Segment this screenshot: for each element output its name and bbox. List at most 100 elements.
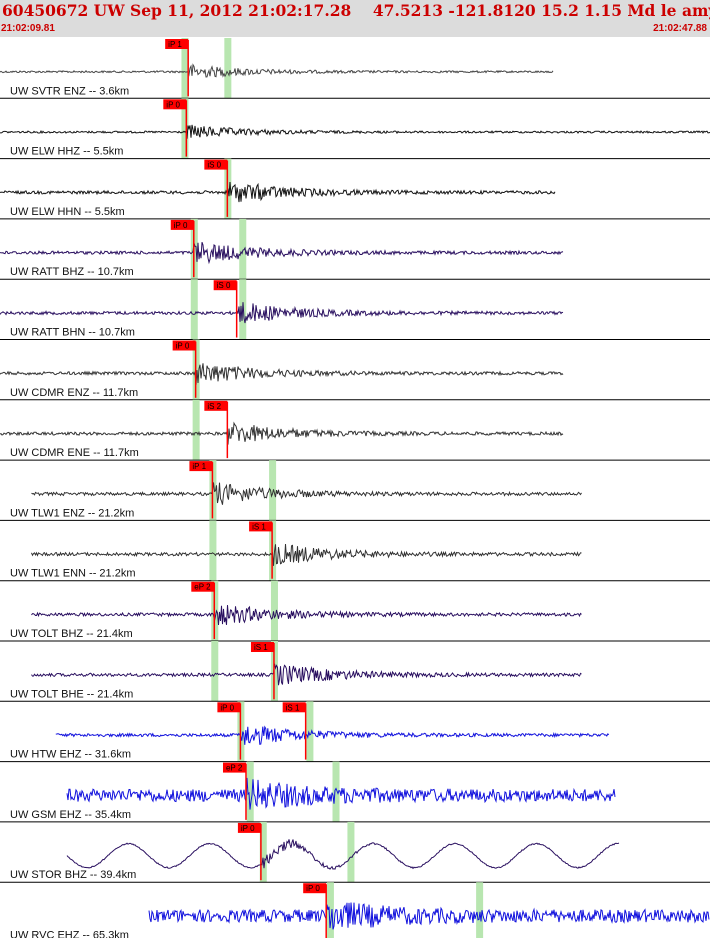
station-panel[interactable]: iP 1 UW TLW1 ENZ -- 21.2km (0, 460, 710, 521)
pick-flag[interactable] (249, 521, 273, 532)
station-panel[interactable]: iP 0 UW RATT BHZ -- 10.7km (0, 218, 710, 280)
station-label: UW TLW1 ENZ -- 21.2km (10, 507, 134, 519)
arrival-band (306, 701, 314, 762)
arrival-band (246, 761, 254, 822)
pick-label: iP 0 (241, 824, 255, 833)
station-panel[interactable]: iP 0 iS 1 UW HTW EHZ -- 31.6km (0, 701, 710, 763)
pick-label: iS 1 (286, 703, 300, 712)
station-label: UW TLW1 ENN -- 21.2km (10, 568, 136, 580)
pick-label: iS 2 (207, 402, 221, 411)
station-label: UW SVTR ENZ -- 3.6km (10, 85, 129, 97)
waveform-trace (66, 839, 620, 870)
pick-flag[interactable] (163, 99, 187, 110)
station-label: UW RATT BHZ -- 10.7km (10, 266, 134, 278)
pick-label: iS 1 (254, 643, 268, 652)
arrival-band (224, 38, 232, 99)
pick-label: iP 0 (220, 703, 234, 712)
pick-label: iP 0 (176, 342, 190, 351)
waveform-trace (0, 421, 564, 445)
waveform-trace (0, 302, 564, 324)
station-panel[interactable]: iS 1 UW TOLT BHE -- 21.4km (0, 641, 710, 702)
waveform-trace (31, 663, 582, 686)
arrival-band (209, 520, 217, 581)
pick-label: iP 0 (166, 100, 180, 109)
arrival-band (181, 38, 189, 99)
station-panel[interactable]: iP 0 UW STOR BHZ -- 39.4km (0, 821, 710, 883)
arrival-band (181, 98, 189, 159)
pick-flag[interactable] (303, 883, 327, 894)
arrival-band (190, 279, 198, 340)
arrival-band (192, 399, 200, 461)
pick-label: iP 1 (168, 40, 182, 49)
station-label: UW CDMR ENE -- 11.7km (10, 447, 139, 459)
pick-flag[interactable] (165, 39, 189, 49)
station-label: UW STOR BHZ -- 39.4km (10, 869, 136, 881)
arrival-band (239, 218, 247, 280)
waveform-trace (0, 63, 554, 78)
waveform-trace (0, 124, 710, 139)
station-panel[interactable]: iS 0 UW RATT BHN -- 10.7km (0, 279, 710, 340)
waveform-trace (0, 363, 564, 385)
arrival-band (269, 460, 277, 521)
arrival-band (347, 821, 355, 883)
station-panel[interactable]: eP 2 UW GSM EHZ -- 35.4km (0, 761, 710, 823)
waveform-trace (66, 777, 616, 810)
station-panel[interactable]: iP 0 UW CDMR ENZ -- 11.7km (0, 339, 710, 401)
pick-label: iP 1 (192, 462, 206, 471)
waveform-trace (31, 543, 582, 566)
pick-flag[interactable] (204, 400, 228, 411)
station-panel[interactable]: iP 1 UW SVTR ENZ -- 3.6km (0, 38, 710, 99)
pick-flag[interactable] (170, 219, 194, 230)
station-label: UW ELW HHZ -- 5.5km (10, 146, 123, 158)
station-panel[interactable]: iP 0 UW RVC EHZ -- 65.3km (0, 882, 710, 938)
pick-label: iS 1 (252, 522, 266, 531)
pick-label: iS 0 (217, 281, 231, 290)
station-label: UW TOLT BHE -- 21.4km (10, 688, 133, 700)
pick-flag[interactable] (282, 702, 306, 713)
station-label: UW TOLT BHZ -- 21.4km (10, 628, 133, 640)
station-label: UW ELW HHN -- 5.5km (10, 206, 125, 218)
station-label: UW RVC EHZ -- 65.3km (10, 930, 129, 938)
arrival-band (332, 761, 340, 822)
arrival-band (211, 641, 219, 702)
arrival-band (270, 580, 278, 641)
pick-flag[interactable] (217, 702, 241, 713)
event-header: 60450672 UW Sep 11, 2012 21:02:17.28 47.… (0, 0, 710, 37)
pick-label: eP 2 (226, 764, 243, 773)
arrival-band (259, 821, 267, 883)
station-label: UW GSM EHZ -- 35.4km (10, 809, 131, 821)
waveform-trace (0, 181, 556, 203)
pick-flag[interactable] (237, 822, 261, 833)
pick-flag[interactable] (172, 340, 196, 351)
station-label: UW CDMR ENZ -- 11.7km (10, 387, 138, 399)
pick-label: eP 2 (194, 583, 211, 592)
pick-flag[interactable] (250, 642, 274, 652)
waveform-trace (31, 605, 582, 626)
arrival-band (476, 882, 484, 938)
station-panel[interactable]: iP 0 UW ELW HHZ -- 5.5km (0, 98, 710, 160)
end-time-label: 21:02:47.88 (653, 23, 707, 34)
station-panel[interactable]: iS 1 UW TLW1 ENN -- 21.2km (0, 520, 710, 582)
pick-label: iS 0 (207, 161, 221, 170)
waveform-trace (0, 242, 564, 265)
station-label: UW HTW EHZ -- 31.6km (10, 749, 131, 761)
station-label: UW RATT BHN -- 10.7km (10, 327, 135, 339)
pick-flag[interactable] (222, 762, 246, 773)
arrival-band (326, 882, 334, 938)
pick-flag[interactable] (213, 280, 237, 291)
pick-flag[interactable] (191, 581, 215, 592)
waveform-trace (55, 725, 610, 745)
station-panel[interactable]: eP 2 UW TOLT BHZ -- 21.4km (0, 580, 710, 642)
waveform-trace (31, 482, 582, 505)
station-panel[interactable]: iS 0 UW ELW HHN -- 5.5km (0, 158, 710, 220)
pick-flag[interactable] (189, 461, 213, 472)
waveform-trace (148, 902, 710, 930)
station-panel[interactable]: iS 2 UW CDMR ENE -- 11.7km (0, 399, 710, 461)
pick-label: iP 0 (174, 221, 188, 230)
event-title: 60450672 UW Sep 11, 2012 21:02:17.28 47.… (2, 1, 710, 20)
start-time-label: 21:02:09.81 (1, 23, 55, 34)
pick-flag[interactable] (204, 159, 228, 170)
pick-label: iP 0 (306, 884, 320, 893)
